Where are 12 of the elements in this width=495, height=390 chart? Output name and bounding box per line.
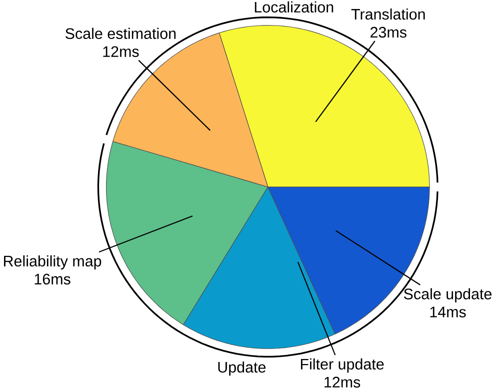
data-label: 23ms	[370, 26, 406, 38]
data-label: 12ms	[103, 46, 139, 57]
slice-label: Reliability map	[4, 255, 102, 270]
data-label: 12ms	[324, 376, 360, 388]
slice-label: Scale estimation	[66, 28, 176, 39]
slice-label: Filter update	[300, 358, 384, 372]
slice-label: Scale update	[404, 288, 492, 302]
slice-label: Translation	[351, 8, 425, 20]
data-label: 16ms	[34, 274, 70, 284]
data-label: 14ms	[430, 306, 466, 318]
text: Update	[218, 361, 266, 376]
text: Localization	[254, 1, 334, 12]
